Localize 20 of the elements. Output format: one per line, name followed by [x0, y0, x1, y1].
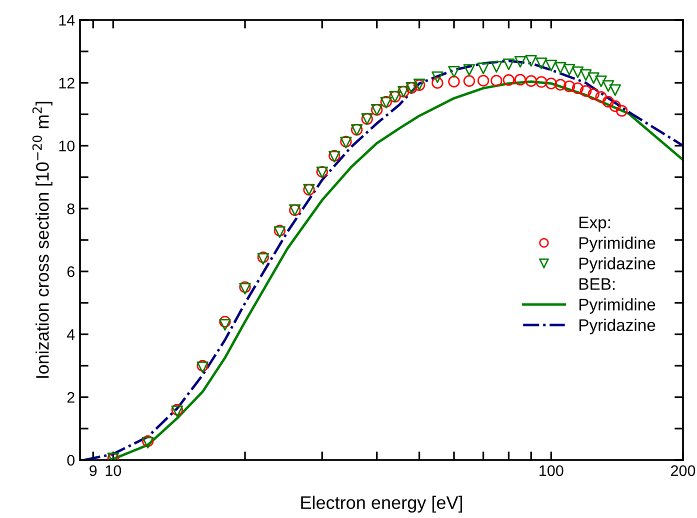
x-tick-label: 200 [671, 465, 696, 476]
annotation: Exp: [579, 216, 610, 232]
y-tick-label: 6 [67, 266, 74, 278]
annotation: BEB: [579, 278, 615, 290]
y-tick-label: 10 [59, 140, 75, 152]
y-tick-label: 0 [67, 454, 75, 466]
y-tick-label: 8 [67, 203, 74, 214]
y-axis-title: Ionization cross section [10$^{−20}$ m$^{2}$] [32, 102, 52, 378]
legend-label: Pyrimidine [579, 298, 656, 314]
legend-label: Pyrimidine [579, 236, 656, 252]
x-tick-label: 9 [90, 465, 97, 476]
legend-label: Pyridazine [579, 257, 656, 273]
x-tick-label: 10 [106, 465, 122, 476]
y-tick-label: 2 [67, 392, 74, 403]
legend-label: Pyridazine [579, 318, 656, 334]
y-tick-label: 14 [59, 15, 75, 26]
y-tick-label: 12 [59, 78, 74, 88]
x-axis-title: Electron energy [eV] [301, 496, 462, 513]
y-tick-label: 4 [66, 329, 75, 340]
x-tick-label: 100 [540, 465, 564, 476]
